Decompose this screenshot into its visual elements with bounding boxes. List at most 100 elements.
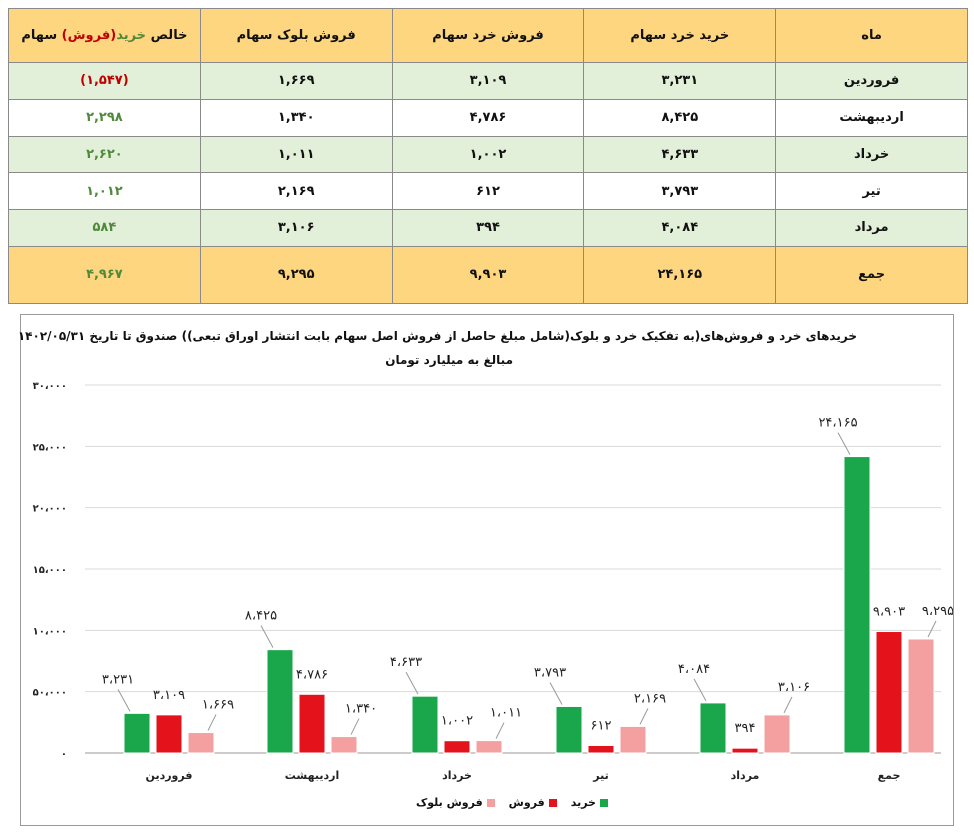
cell-month: جمع <box>775 245 968 305</box>
data-label: ۳،۷۹۳ <box>534 665 566 680</box>
chart-legend: خرید فروش فروش بلوک <box>416 796 608 809</box>
bar <box>123 712 151 754</box>
data-label: ۱،۶۶۹ <box>202 698 234 713</box>
cell-net: ۲,۶۲۰ <box>8 135 201 174</box>
table-row: خرداد ۴,۶۳۳ ۱,۰۰۲ ۱,۰۱۱ ۲,۶۲۰ <box>8 135 968 174</box>
data-label: ۶۱۲ <box>591 718 612 733</box>
x-category-label: خرداد <box>442 769 472 782</box>
legend-label-block-sell: فروش بلوک <box>416 796 483 809</box>
data-label-leader <box>549 682 563 705</box>
bar-chart: ۰ ۵۰،۰۰۰ ۱۰،۰۰۰ ۱۵،۰۰۰ ۲۰،۰۰۰ ۲۵،۰۰۰ ۳۰،۰۰۰ فرو… <box>33 381 953 782</box>
cell-net: ۴,۹۶۷ <box>8 245 201 305</box>
header-retail-sell: فروش خرد سهام <box>391 8 585 63</box>
data-label: ۱،۰۰۲ <box>441 714 473 729</box>
cell-retail-sell: ۳۹۴ <box>391 209 585 247</box>
cell-month: اردیبهشت <box>775 98 968 137</box>
cell-net: ۱,۰۱۲ <box>8 172 201 210</box>
cell-block-sell: ۱,۳۴۰ <box>199 98 393 137</box>
data-label: ۱،۳۴۰ <box>345 702 377 717</box>
header-net: خالص خرید(فروش) سهام <box>8 8 201 63</box>
data-label: ۱،۰۱۱ <box>490 706 522 721</box>
header-net-prefix: خالص <box>146 28 188 43</box>
legend-swatch-buy <box>600 798 608 807</box>
cell-retail-sell: ۶۱۲ <box>391 172 585 210</box>
chart-subtitle: مبالغ به میلیارد تومان <box>385 353 513 367</box>
cell-month: خرداد <box>775 135 968 174</box>
data-label-leader <box>639 708 649 725</box>
y-tick-label: ۵۰،۰۰۰ <box>33 688 67 699</box>
cell-block-sell: ۹,۲۹۵ <box>199 245 393 305</box>
x-category-label: تیر <box>592 769 608 782</box>
data-label-leader <box>693 678 707 702</box>
summary-table: ماه خرید خرد سهام فروش خرد سهام فروش بلو… <box>8 8 968 305</box>
y-tick-label: ۲۵،۰۰۰ <box>33 442 67 453</box>
header-net-sell: (فروش) <box>61 28 117 43</box>
header-block-sell: فروش بلوک سهام <box>199 8 393 63</box>
legend-swatch-sell <box>548 798 557 807</box>
data-label: ۲،۱۶۹ <box>634 691 666 706</box>
legend-item-buy: خرید <box>571 796 608 809</box>
table-header-row: ماه خرید خرد سهام فروش خرد سهام فروش بلو… <box>8 8 968 63</box>
table-row: اردیبهشت ۸,۴۲۵ ۴,۷۸۶ ۱,۳۴۰ ۲,۲۹۸ <box>8 98 968 137</box>
bar <box>475 740 503 754</box>
data-label-leader <box>837 432 851 455</box>
y-tick-label: ۳۰،۰۰۰ <box>33 381 67 392</box>
data-label-leader <box>783 696 793 714</box>
cell-block-sell: ۲,۱۶۹ <box>199 172 393 210</box>
chart-panel: خریدهای خرد و فروش‌های(به تفکیک خرد و بل… <box>18 314 954 826</box>
table-row: مرداد ۴,۰۸۴ ۳۹۴ ۳,۱۰۶ ۵۸۴ <box>8 209 968 247</box>
legend-item-sell: فروش <box>509 796 557 809</box>
cell-retail-sell: ۱,۰۰۲ <box>391 135 585 174</box>
bar <box>763 714 791 754</box>
legend-label-sell: فروش <box>508 796 545 809</box>
data-label-leader <box>927 620 937 638</box>
legend-item-block-sell: فروش بلوک <box>416 796 495 809</box>
bar <box>555 705 583 754</box>
cell-retail-sell: ۴,۷۸۶ <box>391 98 585 137</box>
data-label: ۳۹۴ <box>735 721 756 736</box>
cell-retail-buy: ۴,۶۳۳ <box>583 135 777 174</box>
x-category-label: جمع <box>878 769 901 782</box>
data-label: ۴،۰۸۴ <box>678 662 710 677</box>
bar <box>330 736 358 754</box>
y-tick-label: ۲۰،۰۰۰ <box>33 504 67 515</box>
cell-retail-buy: ۳,۷۹۳ <box>583 172 777 210</box>
bar <box>907 638 935 754</box>
y-tick-label: ۱۰،۰۰۰ <box>33 626 67 637</box>
data-label: ۳،۱۰۹ <box>153 688 185 703</box>
x-category-label: اردیبهشت <box>285 769 339 782</box>
bar <box>411 695 439 754</box>
bar <box>587 744 615 754</box>
bar <box>731 747 759 754</box>
x-category-label: مرداد <box>731 769 760 782</box>
cell-block-sell: ۱,۰۱۱ <box>199 135 393 174</box>
data-label-leader <box>117 689 131 712</box>
data-label: ۹،۹۰۳ <box>873 605 905 620</box>
bar <box>155 714 183 754</box>
bar <box>266 649 294 754</box>
cell-net: ۵۸۴ <box>8 209 201 247</box>
cell-month: فروردین <box>775 62 968 100</box>
bar <box>843 456 871 754</box>
data-label: ۳،۱۰۶ <box>778 680 810 695</box>
data-label-leader <box>207 714 217 731</box>
table-row: تیر ۳,۷۹۳ ۶۱۲ ۲,۱۶۹ ۱,۰۱۲ <box>8 172 968 210</box>
cell-retail-sell: ۹,۹۰۳ <box>391 245 585 305</box>
header-retail-buy: خرید خرد سهام <box>583 8 777 63</box>
bar <box>875 631 903 754</box>
data-label-leader <box>495 722 505 739</box>
bar <box>298 693 326 754</box>
cell-retail-buy: ۳,۲۳۱ <box>583 62 777 100</box>
cell-retail-sell: ۳,۱۰۹ <box>391 62 585 100</box>
cell-net: (۱,۵۴۷) <box>8 62 201 100</box>
bar <box>187 732 215 754</box>
table-row: فروردین ۳,۲۳۱ ۳,۱۰۹ ۱,۶۶۹ (۱,۵۴۷) <box>8 62 968 100</box>
bar <box>619 725 647 754</box>
y-tick-label: ۰ <box>61 749 67 760</box>
bar <box>443 740 471 754</box>
cell-block-sell: ۳,۱۰۶ <box>199 209 393 247</box>
x-category-label: فروردین <box>146 769 193 782</box>
cell-retail-buy: ۲۴,۱۶۵ <box>583 245 777 305</box>
data-label: ۹،۲۹۵ <box>922 604 953 619</box>
data-label: ۳،۲۳۱ <box>102 672 134 687</box>
